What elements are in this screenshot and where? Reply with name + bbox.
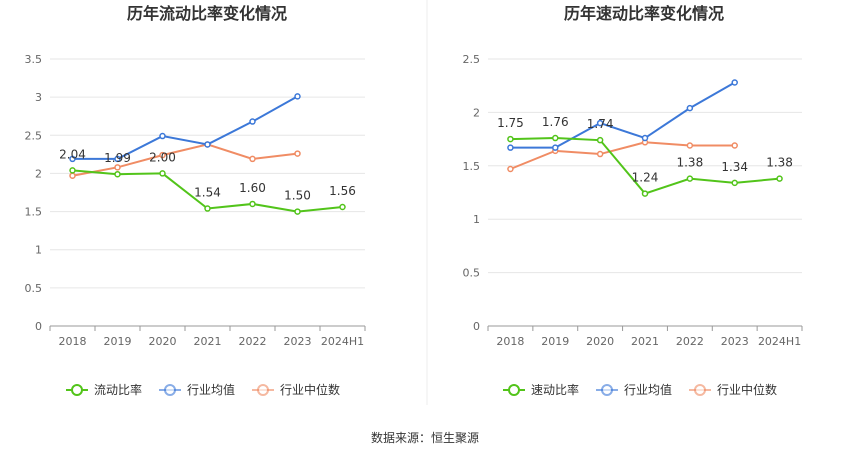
x-tick-label: 2024H1 <box>758 335 801 348</box>
data-point-1 <box>114 155 121 163</box>
data-point-1 <box>69 155 76 163</box>
y-tick-label: 2.5 <box>25 129 43 142</box>
data-label: 1.24 <box>632 171 659 185</box>
data-point-0 <box>69 167 76 174</box>
data-point-2 <box>294 150 301 157</box>
current-ratio-chart: 历年流动比率变化情况 0 0.5 1 1.5 2 2.5 3 3.5 2018 2019 2020 20… <box>25 4 366 397</box>
legend-swatch-marker <box>164 384 176 396</box>
data-point-1 <box>731 79 738 86</box>
data-label: 2.00 <box>149 150 176 164</box>
x-tick-label: 2019 <box>541 335 569 348</box>
data-point-0 <box>294 208 301 215</box>
x-tick-label: 2022 <box>239 335 267 348</box>
data-point-1 <box>159 132 166 140</box>
data-point-0 <box>204 205 211 212</box>
legend-label: 行业中位数 <box>280 382 340 397</box>
x-tick-label: 2019 <box>104 335 132 348</box>
data-label: 1.38 <box>676 156 703 170</box>
legend-label: 行业均值 <box>624 382 672 397</box>
legend-label: 流动比率 <box>94 382 142 397</box>
chart-title: 历年速动比率变化情况 <box>564 4 724 23</box>
data-point-1 <box>641 134 649 142</box>
y-tick-label: 0 <box>35 320 42 333</box>
x-tick-label: 2022 <box>676 335 704 348</box>
data-point-0 <box>249 200 256 208</box>
data-label: 1.50 <box>284 189 311 203</box>
data-point-1 <box>596 119 604 127</box>
legend-swatch-marker <box>71 384 83 396</box>
data-point-0 <box>641 190 649 197</box>
data-point-2 <box>596 150 604 158</box>
data-point-1 <box>249 118 256 125</box>
data-label: 1.76 <box>542 115 569 129</box>
data-point-0 <box>731 179 738 187</box>
data-point-2 <box>69 172 76 179</box>
series-line-2 <box>72 143 298 177</box>
data-label: 1.60 <box>239 181 266 195</box>
data-point-1 <box>552 144 559 151</box>
data-label: 2.04 <box>59 147 86 161</box>
data-label: 1.54 <box>194 186 221 200</box>
data-point-2 <box>731 142 738 149</box>
legend-label: 速动比率 <box>531 382 579 397</box>
data-point-2 <box>507 165 514 173</box>
series-line-1 <box>72 95 298 160</box>
y-tick-label: 1.5 <box>25 206 43 219</box>
data-label: 1.38 <box>766 156 793 170</box>
x-tick-label: 2024H1 <box>321 335 364 348</box>
y-tick-label: 3 <box>35 91 42 104</box>
y-tick-label: 0 <box>473 320 480 333</box>
legend-swatch-marker <box>257 384 269 396</box>
y-tick-label: 2 <box>35 167 42 180</box>
data-point-0 <box>159 170 166 177</box>
data-point-0 <box>686 175 694 182</box>
data-label: 1.56 <box>329 184 356 198</box>
data-point-2 <box>114 164 121 171</box>
data-point-2 <box>159 151 166 159</box>
x-tick-label: 2020 <box>586 335 614 348</box>
data-point-1 <box>507 144 514 151</box>
x-tick-label: 2021 <box>194 335 222 348</box>
data-label: 1.75 <box>497 116 524 130</box>
data-point-0 <box>552 134 559 142</box>
chart-title: 历年流动比率变化情况 <box>127 4 287 23</box>
series-line-2 <box>510 141 735 170</box>
x-tick-label: 2021 <box>631 335 659 348</box>
data-label: 1.34 <box>721 160 748 174</box>
y-tick-label: 2 <box>473 106 480 119</box>
y-tick-label: 3.5 <box>25 53 43 66</box>
data-point-2 <box>249 155 256 163</box>
y-tick-label: 0.5 <box>25 282 43 295</box>
y-tick-label: 0.5 <box>463 267 481 280</box>
data-point-1 <box>686 104 694 112</box>
data-point-1 <box>204 141 211 148</box>
legend-swatch-marker <box>694 384 706 396</box>
source-note: 数据来源：恒生聚源 <box>371 430 479 445</box>
data-point-2 <box>686 142 694 149</box>
legend-swatch-marker <box>601 384 613 396</box>
data-point-0 <box>776 175 783 182</box>
data-point-0 <box>596 136 604 144</box>
data-label: 1.99 <box>104 151 131 165</box>
legend-label: 行业中位数 <box>717 382 777 397</box>
y-tick-label: 1 <box>35 244 42 257</box>
legend-swatch-marker <box>508 384 520 396</box>
data-point-0 <box>114 170 121 178</box>
x-tick-label: 2018 <box>59 335 87 348</box>
x-tick-label: 2020 <box>149 335 177 348</box>
y-tick-label: 2.5 <box>463 53 481 66</box>
x-tick-label: 2023 <box>284 335 312 348</box>
data-point-1 <box>294 93 301 100</box>
data-label: 1.74 <box>587 117 614 131</box>
y-tick-label: 1.5 <box>463 160 481 173</box>
x-tick-label: 2023 <box>721 335 749 348</box>
series-line-1 <box>510 81 736 149</box>
legend-label: 行业均值 <box>187 382 235 397</box>
y-tick-label: 1 <box>473 213 480 226</box>
x-tick-label: 2018 <box>496 335 524 348</box>
quick-ratio-chart: 历年速动比率变化情况 0 0.5 1 1.5 2 2.5 2018 2019 2020 2021 20… <box>463 4 803 397</box>
data-point-0 <box>507 135 514 143</box>
data-point-0 <box>339 203 346 211</box>
